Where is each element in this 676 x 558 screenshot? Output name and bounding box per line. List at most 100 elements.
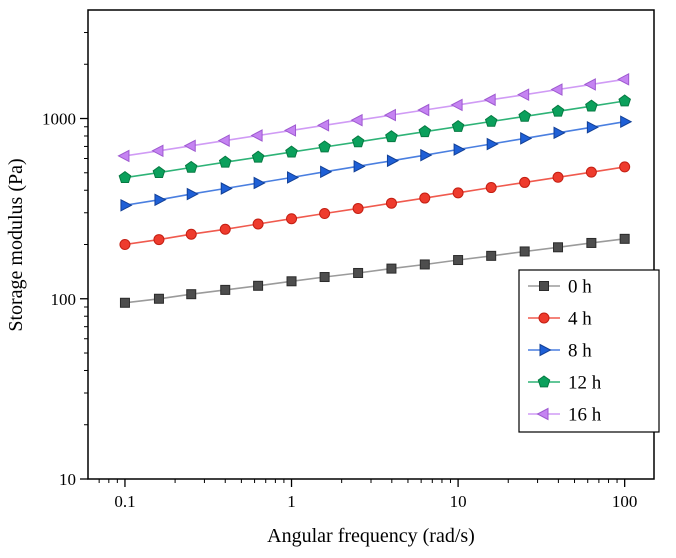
marker-square — [519, 246, 530, 257]
marker-triangle-left — [417, 103, 430, 117]
marker-triangle-left — [183, 139, 196, 153]
marker-triangle-right — [586, 120, 599, 134]
marker-triangle-right — [220, 182, 233, 195]
x-tick-label: 10 — [450, 492, 467, 511]
marker-triangle-right — [420, 148, 433, 162]
x-axis: 0.1 1 10 100 — [98, 479, 638, 511]
marker-triangle-left — [383, 108, 396, 122]
marker-circle — [519, 176, 531, 188]
marker-triangle-right — [453, 143, 466, 156]
marker-triangle-left — [117, 149, 130, 163]
legend-item-16-h: 16 h — [528, 405, 602, 426]
marker-triangle-left — [217, 134, 230, 147]
marker-triangle-right — [486, 137, 499, 151]
marker-pentagon — [152, 165, 166, 178]
marker-pentagon — [518, 109, 531, 122]
marker-triangle-right — [253, 176, 266, 190]
x-tick-label: 100 — [612, 492, 638, 511]
marker-circle — [485, 182, 497, 194]
y-axis-title: Storage modulus (Pa) — [5, 158, 27, 331]
marker-pentagon — [418, 125, 432, 138]
marker-triangle-right — [620, 115, 633, 129]
marker-circle — [286, 213, 298, 225]
y-tick-label: 100 — [51, 290, 77, 309]
marker-square — [586, 237, 597, 248]
marker-triangle-left — [450, 98, 463, 112]
marker-square — [286, 276, 297, 287]
marker-triangle-left — [483, 93, 496, 107]
marker-triangle-right — [386, 154, 400, 168]
legend-item-8-h: 8 h — [528, 341, 592, 362]
marker-pentagon — [184, 160, 198, 173]
marker-pentagon — [251, 150, 265, 163]
marker-circle — [119, 239, 131, 250]
plot-area: 0.1 1 10 100 10 100 1000 0 h 4 h 8 h 12 h 16 h — [42, 9, 660, 511]
legend-label: 12 h — [568, 373, 602, 394]
series-4-h — [119, 161, 631, 250]
marker-pentagon — [118, 170, 132, 183]
marker-square — [353, 267, 364, 278]
marker-square — [386, 263, 397, 274]
series-line — [124, 120, 625, 207]
marker-triangle-left — [250, 129, 263, 142]
marker-pentagon — [285, 145, 298, 158]
marker-circle — [252, 218, 264, 230]
marker-circle — [452, 187, 464, 199]
marker-circle — [552, 171, 564, 183]
marker-circle — [352, 202, 364, 214]
series-16-h — [117, 72, 630, 163]
marker-circle — [385, 197, 397, 209]
series-line — [124, 238, 625, 304]
marker-pentagon — [551, 104, 565, 117]
marker-square — [119, 297, 130, 308]
legend: 0 h 4 h 8 h 12 h 16 h — [518, 269, 660, 433]
legend-item-4-h: 4 h — [528, 309, 592, 330]
marker-circle — [419, 192, 431, 204]
marker-triangle-left — [283, 124, 297, 137]
marker-triangle-right — [186, 187, 199, 201]
x-tick-label: 0.1 — [114, 492, 135, 511]
y-axis: 10 100 1000 — [42, 32, 88, 489]
marker-triangle-left — [317, 118, 330, 132]
marker-pentagon — [318, 140, 331, 153]
marker-pentagon — [618, 94, 631, 107]
marker-triangle-right — [520, 132, 533, 145]
marker-pentagon — [218, 155, 232, 168]
legend-label: 0 h — [568, 277, 592, 298]
marker-triangle-right — [154, 193, 167, 207]
marker-triangle-left — [151, 144, 164, 158]
marker-pentagon — [451, 119, 465, 132]
legend-label: 16 h — [568, 405, 602, 426]
marker-square — [319, 272, 330, 283]
marker-triangle-left — [350, 113, 363, 127]
marker-pentagon — [351, 135, 365, 148]
marker-circle — [319, 208, 331, 220]
marker-square — [153, 293, 164, 304]
marker-triangle-right — [353, 159, 366, 173]
legend-item-0-h: 0 h — [528, 277, 592, 298]
marker-pentagon — [585, 99, 598, 112]
x-axis-title: Angular frequency (rad/s) — [267, 525, 475, 547]
marker-circle — [153, 234, 165, 246]
marker-circle — [619, 161, 631, 173]
x-tick-label: 1 — [287, 492, 296, 511]
series-0-h — [119, 233, 630, 308]
series-12-h — [118, 94, 631, 183]
marker-square — [553, 242, 564, 253]
marker-triangle-left — [583, 78, 596, 91]
marker-square — [220, 284, 231, 295]
series-line — [124, 166, 625, 246]
marker-triangle-right — [120, 198, 133, 212]
legend-label: 4 h — [568, 309, 592, 330]
marker-triangle-right — [539, 343, 552, 357]
marker-square — [253, 280, 264, 291]
marker-triangle-left — [536, 407, 549, 421]
marker-triangle-left — [517, 88, 530, 102]
series-8-h — [120, 115, 633, 212]
marker-square — [419, 259, 430, 270]
marker-circle — [585, 166, 597, 178]
marker-triangle-right — [287, 171, 300, 184]
marker-square — [186, 289, 197, 300]
